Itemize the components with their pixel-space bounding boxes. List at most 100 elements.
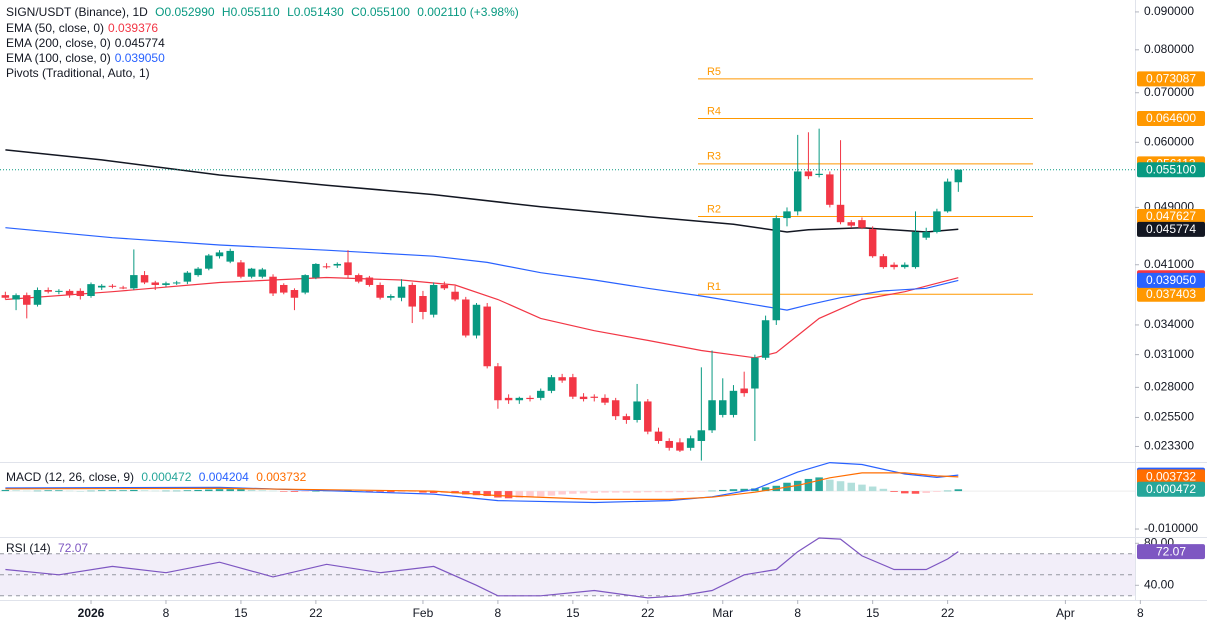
candle-body xyxy=(440,284,449,289)
macd-histogram-bar xyxy=(397,491,406,493)
ema-legend-text: EMA (200, close, 0) xyxy=(6,36,111,50)
ema-legend: EMA (100, close, 0) 0.039050 xyxy=(6,51,169,66)
close: C0.055100 xyxy=(351,5,410,19)
price-badge xyxy=(1137,272,1205,288)
macd-histogram-bar xyxy=(804,478,813,492)
candle-body xyxy=(140,275,149,283)
macd-histogram-bar xyxy=(44,490,52,492)
pivot-name: R3 xyxy=(707,151,721,163)
macd-histogram-bar xyxy=(247,489,256,492)
macd-histogram-bar xyxy=(579,491,588,494)
candle-body xyxy=(301,275,309,293)
y-tick-label: 0.060000 xyxy=(1144,134,1194,148)
candle-body xyxy=(772,218,781,321)
candle-body xyxy=(33,290,42,305)
macd-histogram-bar xyxy=(1,489,10,492)
candle-body xyxy=(601,397,609,403)
candle-body xyxy=(280,284,288,293)
x-tick-label: 22 xyxy=(641,606,655,620)
price-badge xyxy=(1137,162,1205,178)
candle-body xyxy=(162,283,170,285)
candle-body xyxy=(226,250,234,262)
candle-body xyxy=(494,366,502,401)
price-badge xyxy=(1137,481,1205,497)
candle-body xyxy=(569,377,577,397)
pivots-name: Pivots (Traditional, Auto, 1) xyxy=(6,66,150,80)
macd-histogram-bar xyxy=(761,487,770,492)
x-tick-label: Feb xyxy=(413,606,434,620)
candle-body xyxy=(483,306,491,367)
candle-body xyxy=(247,268,256,277)
candle-body xyxy=(312,263,320,278)
macd-histogram-bar xyxy=(226,489,234,492)
macd-histogram-bar xyxy=(108,490,117,492)
macd-histogram-bar xyxy=(740,488,748,492)
price-badge-label: 0.073087 xyxy=(1146,72,1196,86)
rsi-title: RSI (14) xyxy=(6,541,51,555)
price-badge-label: 0.037403 xyxy=(1146,287,1196,301)
macd-histogram-bar xyxy=(483,491,491,497)
macd-histogram-bar xyxy=(633,491,641,493)
macd-histogram-bar xyxy=(644,491,652,493)
x-tick-label: 15 xyxy=(866,606,880,620)
candle-body xyxy=(579,396,588,400)
macd-line xyxy=(5,472,959,500)
low: L0.051430 xyxy=(287,5,344,19)
candle-body xyxy=(719,400,727,415)
y-tick-label: 0.025500 xyxy=(1144,410,1194,424)
candle-body xyxy=(654,431,663,441)
x-tick-label: Mar xyxy=(712,606,733,620)
candle-body xyxy=(697,430,706,441)
macd-histogram-bar xyxy=(183,490,192,492)
price-badge xyxy=(1137,71,1205,87)
candle-body xyxy=(665,440,673,448)
candle-body xyxy=(804,171,813,177)
candle-body xyxy=(12,295,20,300)
candle-body xyxy=(536,390,545,398)
price-badge xyxy=(1137,544,1205,560)
macd-histogram-bar xyxy=(387,491,395,493)
candle-body xyxy=(922,231,930,238)
y-tick-label: 0.034000 xyxy=(1144,317,1194,331)
macd-histogram-bar xyxy=(12,490,20,492)
candle-body xyxy=(901,264,909,268)
macd-histogram-bar xyxy=(601,491,609,493)
ema-line xyxy=(5,149,959,233)
y-tick-label: -0.010000 xyxy=(1144,521,1198,535)
macd-histogram-bar xyxy=(55,490,63,492)
candle-body xyxy=(87,284,95,297)
macd-histogram-bar xyxy=(376,491,384,492)
candle-body xyxy=(761,320,770,358)
candle-body xyxy=(547,377,556,391)
candle-body xyxy=(644,401,652,432)
candle-body xyxy=(826,174,834,205)
price-badge-label: 0.003732 xyxy=(1146,470,1196,484)
candle-body xyxy=(526,397,534,400)
candle-body xyxy=(751,357,759,389)
price-badge-label: 0.000472 xyxy=(1146,482,1196,496)
macd-histogram-bar xyxy=(847,482,855,492)
macd-histogram-bar xyxy=(365,491,374,492)
macd-histogram-bar xyxy=(697,491,706,492)
ema-legend-text: 0.045774 xyxy=(114,36,165,50)
candle-body xyxy=(151,282,160,285)
y-tick-label: 0.031000 xyxy=(1144,347,1194,361)
macd-histogram-bar xyxy=(119,490,127,492)
candle-body xyxy=(890,264,898,268)
macd-histogram-bar xyxy=(151,490,160,492)
macd-histogram-bar xyxy=(97,490,106,492)
macd-histogram-bar xyxy=(569,491,577,494)
candle-body xyxy=(911,231,920,268)
x-tick-label: Apr xyxy=(1056,606,1075,620)
candle-body xyxy=(290,290,299,298)
macd-histogram-bar xyxy=(686,491,695,492)
price-badge-label: 0.039050 xyxy=(1146,273,1196,287)
candle-body xyxy=(558,377,566,381)
macd-histogram-bar xyxy=(826,479,834,492)
candle-body xyxy=(365,277,374,285)
ema-legend-text: EMA (50, close, 0) xyxy=(6,21,105,35)
candle-body xyxy=(333,263,342,266)
macd-histogram-bar xyxy=(215,489,224,492)
high: H0.055110 xyxy=(221,5,280,19)
